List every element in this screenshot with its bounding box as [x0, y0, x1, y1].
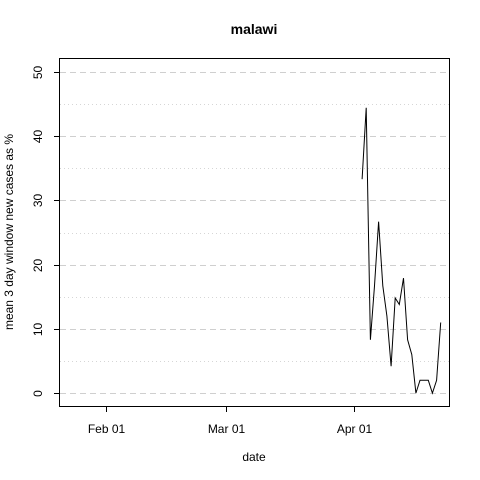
y-tick-label: 0 [31, 390, 45, 397]
x-axis: Feb 01 Mar 01 Apr 01 [88, 406, 373, 436]
y-tick-label: 30 [31, 194, 45, 208]
x-tick-label: Apr 01 [337, 422, 373, 436]
x-tick-label: Feb 01 [88, 422, 126, 436]
plot-frame [60, 59, 450, 407]
grid [60, 73, 449, 394]
series-line-0 [362, 108, 441, 393]
chart-title: malawi [231, 21, 278, 37]
y-axis-label: mean 3 day window new cases as % [2, 134, 16, 330]
series-group [362, 108, 441, 393]
x-axis-label: date [242, 450, 266, 464]
y-tick-label: 10 [31, 323, 45, 337]
y-tick-label: 40 [31, 130, 45, 144]
y-tick-label: 20 [31, 259, 45, 273]
y-axis: 0 10 20 30 40 50 [31, 66, 60, 397]
y-tick-label: 50 [31, 66, 45, 80]
x-tick-label: Mar 01 [208, 422, 246, 436]
